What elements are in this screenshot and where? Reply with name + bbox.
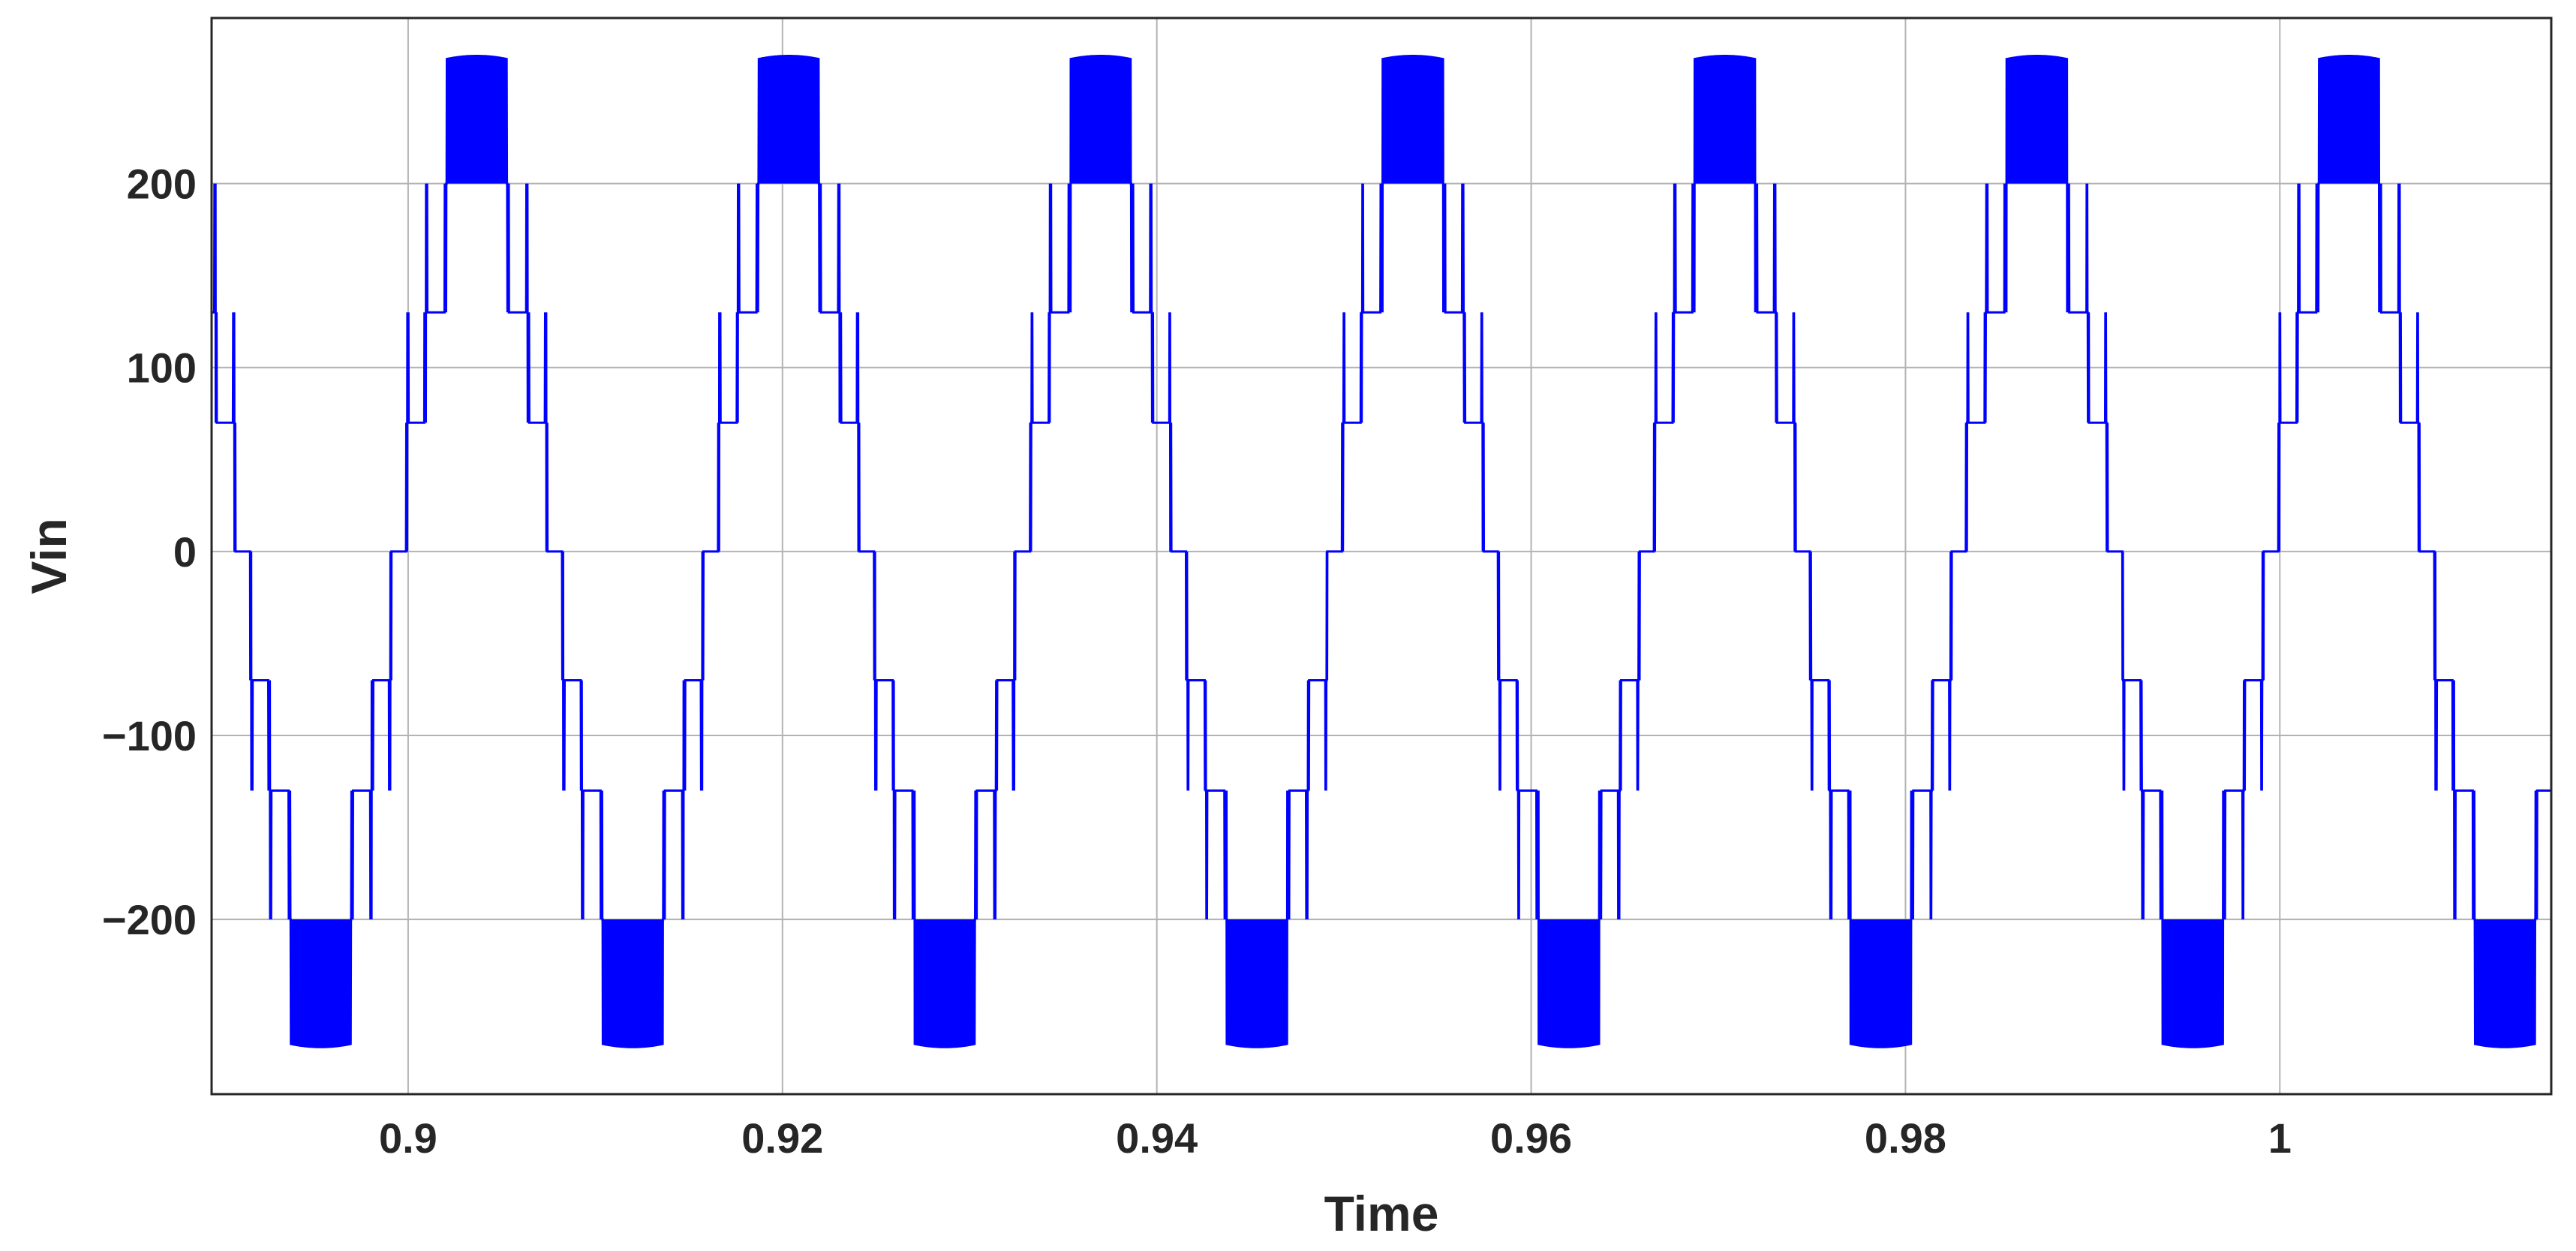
x-axis-label: Time	[1324, 1186, 1439, 1241]
x-tick-label: 0.92	[741, 1114, 823, 1162]
y-tick-label: −200	[102, 896, 197, 943]
y-tick-label: 100	[127, 344, 197, 392]
plot-frame	[210, 17, 2553, 1096]
y-tick-label: 0	[173, 528, 197, 576]
y-tick-label: −100	[102, 712, 197, 759]
tick-labels: 0.9 0.92 0.94 0.96 0.98 1 −200 −100 0 100 200	[102, 161, 2292, 1162]
y-axis-label: Vin	[21, 518, 77, 594]
x-tick-label: 0.96	[1490, 1114, 1572, 1162]
x-tick-label: 0.94	[1116, 1114, 1198, 1162]
x-tick-label: 0.98	[1865, 1114, 1946, 1162]
x-tick-label: 0.9	[379, 1114, 437, 1162]
vin-series-line	[212, 54, 2551, 1048]
series-layer	[212, 54, 2551, 1048]
x-tick-label: 1	[2268, 1114, 2292, 1162]
y-tick-label: 200	[127, 161, 197, 208]
